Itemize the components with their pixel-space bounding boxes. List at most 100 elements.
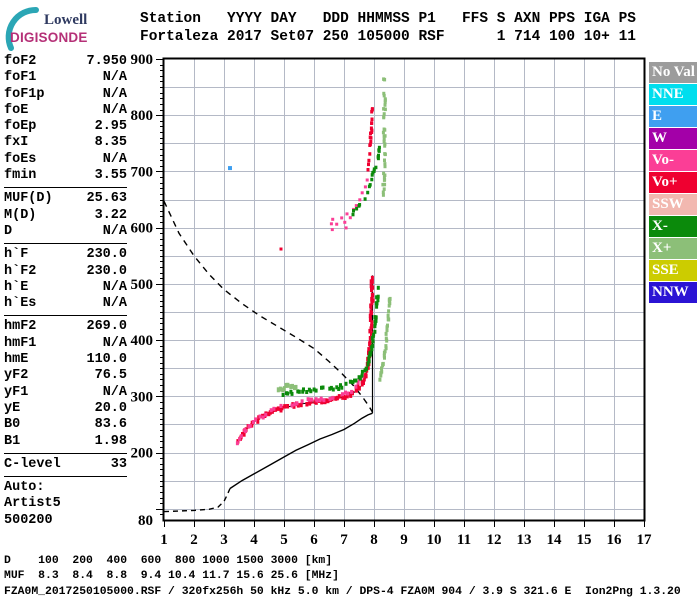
- y-tick-label: 400: [131, 333, 154, 349]
- trace-F2-o-trace-pink: [235, 374, 365, 446]
- param-value: 3.55: [94, 168, 127, 184]
- station-header: Station YYYY DAY DDD HHMMSS P1 FFS S AXN…: [140, 10, 636, 46]
- true-height-profile: [163, 200, 374, 513]
- d-row: D 100 200 400 600 800 1000 1500 3000 [km…: [4, 555, 333, 567]
- legend-item-noval: No Val: [649, 62, 697, 83]
- logo-digisonde-text: DIGISONDE: [10, 30, 88, 45]
- param-label: B0: [4, 417, 21, 433]
- param-value: 2.95: [94, 119, 127, 135]
- param-label: C-level: [4, 456, 61, 472]
- param-value: N/A: [102, 296, 127, 312]
- x-tick-label: 4: [250, 532, 258, 548]
- param-divider: [4, 243, 127, 245]
- param-label: hmF2: [4, 319, 37, 335]
- param-label: M(D): [4, 207, 37, 223]
- param-value: 20.0: [94, 400, 127, 416]
- y-tick-label: 700: [131, 164, 154, 180]
- param-label: fmin: [4, 168, 37, 184]
- legend-item-vo+: Vo+: [649, 172, 697, 193]
- digisonde-logo: Lowell DIGISONDE: [4, 4, 124, 52]
- axes: [156, 58, 646, 527]
- trace-F2-x-right-ltgreen: [378, 296, 392, 382]
- param-value: N/A: [102, 151, 127, 167]
- param-value: 7.950: [86, 54, 127, 69]
- distance-muf-table: D 100 200 400 600 800 1000 1500 3000 [km…: [4, 554, 339, 583]
- param-label: MUF(D): [4, 191, 53, 207]
- param-divider: [4, 187, 127, 189]
- param-row-fof2: foF2 7.950: [4, 54, 127, 70]
- file-info-line: FZA0M_2017250105000.RSF / 320fx256h 50 k…: [4, 586, 681, 598]
- e-echo-dot: [228, 166, 232, 171]
- param-value: N/A: [102, 384, 127, 400]
- y-tick-label: 200: [131, 446, 154, 462]
- profile-start-dashed: [163, 488, 231, 513]
- param-row-hmf2: hmF2 269.0: [4, 319, 127, 335]
- param-label: Auto:: [4, 480, 45, 496]
- y-tick-label: 500: [131, 277, 154, 293]
- trace-hop2-x-green: [351, 145, 381, 217]
- param-row-md: M(D) 3.22: [4, 208, 127, 224]
- param-value: 83.6: [94, 417, 127, 433]
- param-row-foep: foEp 2.95: [4, 119, 127, 135]
- param-value: N/A: [102, 70, 127, 86]
- x-tick-label: 3: [220, 532, 228, 548]
- plot-grid: [164, 59, 644, 520]
- param-value: 8.35: [94, 135, 127, 151]
- x-tick-label: 7: [340, 532, 348, 548]
- legend-item-e: E: [649, 106, 697, 127]
- param-value: N/A: [102, 102, 127, 118]
- param-value: 33: [110, 456, 127, 472]
- y-tick-label: 800: [131, 108, 154, 124]
- param-row-yf2: yF2 76.5: [4, 368, 127, 384]
- param-value: 3.22: [94, 207, 127, 223]
- legend-item-x+: X+: [649, 238, 697, 259]
- stray-red-dot: [279, 247, 283, 251]
- param-label: foF1p: [4, 86, 45, 102]
- param-label: h`E: [4, 279, 29, 295]
- param-row-500200: 500200: [4, 513, 127, 529]
- param-value: 110.0: [86, 352, 127, 368]
- legend-item-ssw: SSW: [649, 194, 697, 215]
- param-row-yf1: yF1 N/A: [4, 385, 127, 401]
- legend-item-x-: X-: [649, 216, 697, 237]
- legend-item-vo-: Vo-: [649, 150, 697, 171]
- param-row-b1: B1 1.98: [4, 434, 127, 450]
- param-value: 230.0: [86, 247, 127, 263]
- y-tick-label: 80: [138, 513, 153, 529]
- logo-arc-icon: [5, 6, 39, 51]
- param-label: foEp: [4, 119, 37, 135]
- x-tick-label: 1: [160, 532, 168, 548]
- logo-lowell-text: Lowell: [44, 12, 88, 28]
- doppler-legend: No Val NNE E W Vo- Vo+ SSW X- X+ SSE NNW: [649, 62, 697, 304]
- trace-F2-x-trace-green: [281, 285, 380, 397]
- param-row-hmf1: hmF1 N/A: [4, 336, 127, 352]
- param-row-clevel: C-level 33: [4, 457, 127, 473]
- param-value: N/A: [102, 335, 127, 351]
- x-tick-label: 15: [577, 532, 592, 548]
- x-tick-label: 13: [517, 532, 532, 548]
- param-label: yF1: [4, 384, 29, 400]
- param-value: N/A: [102, 223, 127, 239]
- legend-item-nnw: NNW: [649, 282, 697, 303]
- legend-item-w: W: [649, 128, 697, 149]
- param-label: hmF1: [4, 335, 37, 351]
- param-divider: [4, 452, 127, 454]
- param-value: 1.98: [94, 433, 127, 449]
- x-tick-label: 6: [310, 532, 318, 548]
- plot-frame: [162, 57, 646, 522]
- muf-row: MUF 8.3 8.4 8.8 9.4 10.4 11.7 15.6 25.6 …: [4, 569, 339, 582]
- param-label: foF2: [4, 54, 37, 69]
- trace-F2-x-blob-ltgreen: [276, 382, 298, 393]
- param-row-mufd: MUF(D) 25.63: [4, 191, 127, 207]
- param-row-ye: yE 20.0: [4, 401, 127, 417]
- trace-F2-o-trace-red: [236, 275, 375, 444]
- param-label: fxI: [4, 135, 29, 151]
- echo-traces: [228, 77, 392, 446]
- param-row-auto: Auto:: [4, 480, 127, 496]
- param-value: N/A: [102, 86, 127, 102]
- profile-bottomside-solid: [229, 412, 373, 490]
- param-label: foF1: [4, 70, 37, 86]
- param-label: D: [4, 223, 13, 239]
